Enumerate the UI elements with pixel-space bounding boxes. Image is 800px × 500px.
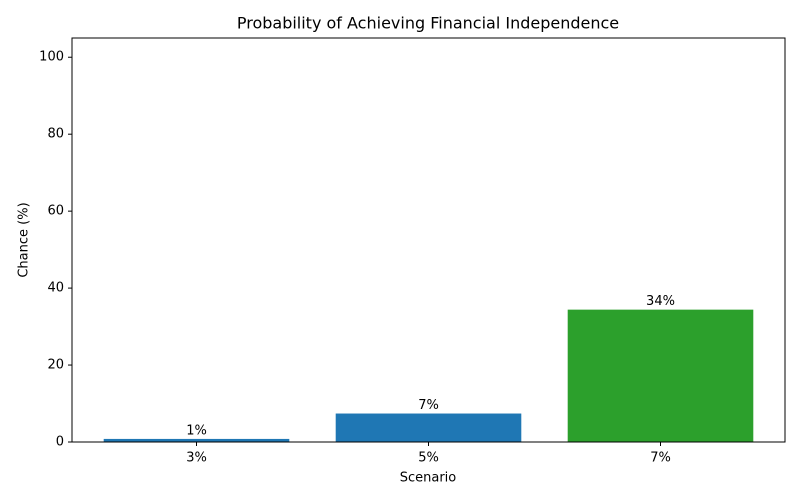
bar (335, 413, 522, 442)
value-label: 7% (418, 398, 439, 413)
y-tick-label: 0 (56, 435, 64, 450)
y-axis-label: Chance (%) (17, 202, 32, 277)
y-tick-label: 60 (47, 204, 64, 219)
chart-title: Probability of Achieving Financial Indep… (237, 14, 619, 33)
x-tick-label: 3% (186, 451, 207, 466)
plot-frame (71, 37, 786, 443)
x-tick-label: 7% (650, 451, 671, 466)
bar (567, 309, 754, 442)
y-tick-label: 80 (47, 127, 64, 142)
x-tick-label: 5% (418, 451, 439, 466)
x-axis-label: Scenario (400, 471, 457, 486)
y-tick-label: 40 (47, 281, 64, 296)
y-tick-label: 20 (47, 358, 64, 373)
bar (103, 438, 290, 442)
y-tick-label: 100 (39, 50, 64, 65)
value-label: 1% (186, 423, 207, 438)
value-label: 34% (646, 294, 675, 309)
